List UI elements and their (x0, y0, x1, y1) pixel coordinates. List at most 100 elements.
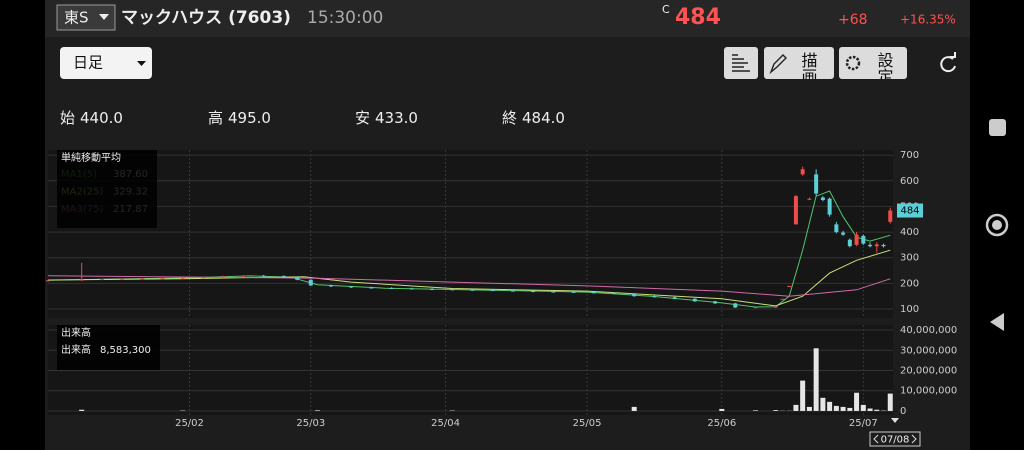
ohlc-row: 始 440.0 高 495.0 安 433.0 終 484.0 (60, 109, 565, 127)
candle-body (450, 289, 455, 291)
candle-body (814, 174, 819, 194)
candle-body (773, 306, 778, 308)
list-icon (732, 54, 750, 72)
volume-panel (48, 325, 893, 415)
x-tick-label: 25/02 (175, 418, 204, 429)
price-tag (897, 203, 923, 218)
ma-line (47, 275, 891, 297)
nav-home[interactable] (985, 213, 1009, 237)
ohlc-label: 安 (355, 109, 370, 127)
candle-body (787, 285, 792, 287)
period: 日足 (73, 54, 103, 72)
candle-body (753, 306, 758, 308)
ohlc-label: 終 (502, 109, 517, 127)
gear-icon (845, 55, 861, 71)
settings-label: 設定 (875, 52, 894, 84)
settings-button[interactable] (839, 47, 907, 79)
candle-body (160, 278, 165, 280)
y-tick-label: 30,000,000 (900, 345, 957, 356)
candle-body (713, 301, 718, 304)
candle-body (807, 198, 812, 200)
candle-body (881, 244, 886, 247)
candle-body (241, 275, 246, 277)
ma-line (47, 190, 891, 308)
candle-body (430, 289, 435, 291)
ohlc-item: 始 440.0 (60, 109, 123, 127)
candle-body (591, 292, 596, 294)
candle-body (847, 239, 852, 247)
volume-bar (867, 408, 873, 411)
y-tick-label: 100 (900, 304, 919, 315)
ohlc-item: 安 433.0 (355, 109, 418, 127)
volume-bar (874, 409, 880, 411)
candle-body (800, 169, 805, 175)
volume-bar (793, 404, 799, 411)
candle-body (329, 285, 333, 287)
candle-body (281, 275, 286, 277)
candle-body (180, 277, 185, 279)
nav-home-dot (992, 220, 1002, 230)
candle-body (389, 287, 394, 289)
period-select[interactable] (60, 47, 152, 79)
candle-body (861, 235, 866, 244)
x-tick-label: 25/04 (431, 418, 460, 429)
volume-bar (840, 406, 846, 411)
volume-bar (79, 409, 85, 411)
x-tick-label: 25/07 (849, 418, 878, 429)
candle-body (349, 286, 354, 288)
candle-body (672, 297, 677, 299)
volume-bar (860, 404, 866, 411)
draw-button[interactable] (764, 47, 834, 79)
refresh-icon[interactable] (940, 56, 956, 73)
volume-bar (847, 407, 853, 411)
volume-bar (806, 406, 812, 411)
volume-bar (820, 397, 826, 411)
candle-body (120, 278, 125, 280)
volume-title: 出来高 (61, 326, 91, 339)
y-tick-label: 20,000,000 (900, 366, 957, 377)
y-tick-label: 200 (900, 278, 919, 289)
y-tick-label: 700 (900, 150, 919, 161)
candle-body (632, 293, 637, 297)
dropdown-arrow (137, 61, 146, 66)
ohlc-value: 440.0 (80, 109, 123, 127)
volume-bar (315, 410, 321, 411)
y-tick-label: 10,000,000 (900, 386, 957, 397)
time: 15:30:00 (307, 8, 383, 28)
candle-body (780, 298, 785, 300)
volume-legend-value: 8,583,300 (100, 345, 151, 356)
volume-bar (887, 393, 893, 411)
cursor-arrows[interactable] (873, 434, 917, 444)
candle-body (874, 244, 879, 247)
volume-bar (813, 348, 819, 411)
candle-body (868, 244, 873, 247)
candle-body (888, 210, 893, 222)
market: 東S (64, 9, 89, 27)
cursor-box[interactable] (869, 431, 921, 447)
candle-body (221, 276, 226, 278)
y-tick-label: 0 (900, 406, 906, 417)
cursor-marker (891, 418, 899, 423)
stock-name: マックハウス (7603) (121, 8, 291, 28)
nav-back[interactable] (990, 313, 1004, 331)
x-tick-label: 25/03 (296, 418, 325, 429)
candle-body (551, 291, 556, 293)
candle-body (140, 278, 145, 280)
ohlc-label: 高 (208, 109, 223, 127)
ma-legend-box (57, 150, 157, 228)
volume-legend-name: 出来高 (61, 343, 91, 356)
volume-bar (833, 405, 839, 411)
nav-recent[interactable] (989, 119, 1006, 136)
candle-body (612, 292, 616, 294)
candle-body (531, 291, 536, 293)
candle-body (470, 289, 475, 291)
candle-body (369, 287, 374, 289)
draw-label: 描画 (799, 52, 818, 84)
price-flag: C (662, 3, 670, 16)
candle-body (79, 279, 84, 281)
candle-body (295, 276, 300, 280)
volume-bar (773, 410, 779, 411)
price: 484 (675, 5, 721, 30)
x-tick-label: 25/05 (573, 418, 602, 429)
header-bg (45, 0, 970, 37)
